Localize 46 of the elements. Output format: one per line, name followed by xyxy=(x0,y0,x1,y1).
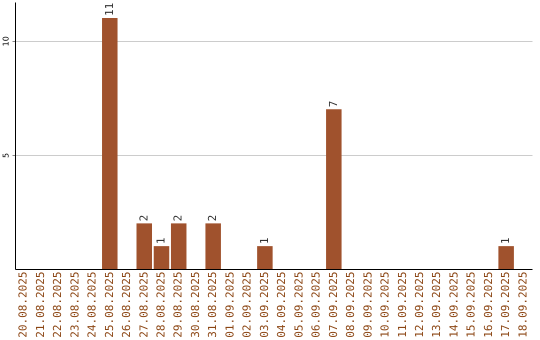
x-tick-label: 01.09.2025 xyxy=(223,272,236,338)
x-tick-label: 20.08.2025 xyxy=(16,272,30,338)
x-tick-label: 25.08.2025 xyxy=(102,272,116,338)
data-label: 1 xyxy=(258,238,271,244)
bar xyxy=(326,109,342,269)
data-label: 1 xyxy=(154,238,168,244)
y-tick-label: 5 xyxy=(2,152,10,158)
x-tick-label: 09.09.2025 xyxy=(361,272,374,338)
data-label: 2 xyxy=(206,214,220,222)
x-tick-label: 06.09.2025 xyxy=(310,272,323,338)
x-tick-label: 30.08.2025 xyxy=(188,272,202,338)
x-tick-label: 12.09.2025 xyxy=(412,272,426,338)
data-label: 2 xyxy=(172,214,185,222)
x-tick-label: 13.09.2025 xyxy=(430,272,444,338)
x-tick-label: 15.09.2025 xyxy=(464,272,478,338)
y-tick-label: 10 xyxy=(2,36,10,46)
x-tick-label: 21.08.2025 xyxy=(34,272,47,338)
bar xyxy=(498,246,514,269)
x-tick-label: 28.08.2025 xyxy=(154,272,168,338)
x-tick-label: 17.09.2025 xyxy=(499,272,512,338)
bar xyxy=(170,223,186,269)
x-tick-label: 14.09.2025 xyxy=(447,272,460,338)
x-tick-label: 27.08.2025 xyxy=(137,272,150,338)
data-label: 2 xyxy=(137,214,150,222)
x-tick-label: 07.09.2025 xyxy=(326,272,340,338)
x-tick-label: 05.09.2025 xyxy=(292,272,306,338)
x-tick-label: 24.08.2025 xyxy=(86,272,99,338)
x-tick-label: 10.09.2025 xyxy=(378,272,392,338)
x-tick-label: 08.09.2025 xyxy=(344,272,358,338)
x-tick-label: 23.08.2025 xyxy=(68,272,82,338)
x-tick-label: 02.09.2025 xyxy=(240,272,254,338)
x-tick-label: 18.09.2025 xyxy=(516,272,530,338)
x-tick-label: 03.09.2025 xyxy=(258,272,271,338)
x-tick-label: 04.09.2025 xyxy=(275,272,288,338)
x-tick-label: 16.09.2025 xyxy=(482,272,495,338)
data-label: 7 xyxy=(326,100,340,108)
x-tick-label: 22.08.2025 xyxy=(51,272,64,338)
x-tick-label: 31.08.2025 xyxy=(206,272,220,338)
data-label: 11 xyxy=(102,2,116,16)
x-tick-label: 29.08.2025 xyxy=(172,272,185,338)
bar xyxy=(102,18,118,269)
x-tick-label: 26.08.2025 xyxy=(120,272,134,338)
bar xyxy=(205,223,221,269)
x-tick-label: 11.09.2025 xyxy=(396,272,409,338)
bar xyxy=(257,246,273,269)
data-label: 1 xyxy=(499,238,512,244)
